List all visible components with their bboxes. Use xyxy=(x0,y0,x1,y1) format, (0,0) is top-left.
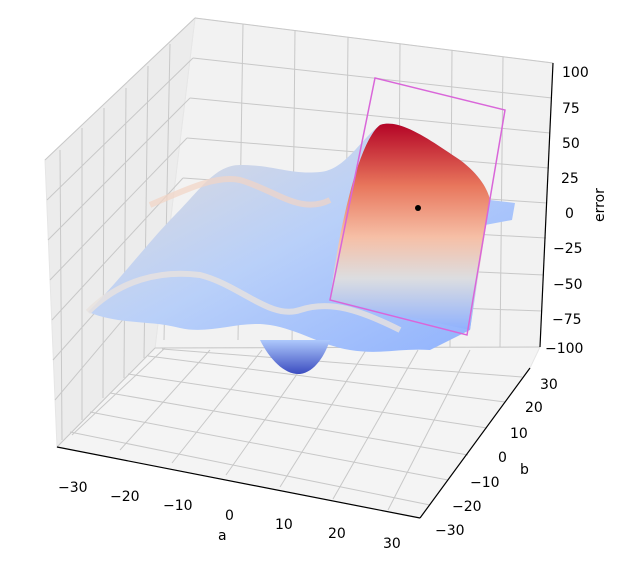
svg-text:0: 0 xyxy=(225,508,234,524)
y-axis-ticks: −30 −20 −10 0 10 20 30 xyxy=(435,377,558,539)
svg-text:20: 20 xyxy=(525,400,543,416)
svg-text:30: 30 xyxy=(540,377,558,393)
svg-text:−25: −25 xyxy=(553,241,583,257)
x-axis-label: a xyxy=(218,528,227,544)
error-surface xyxy=(85,123,515,375)
plane-outline xyxy=(329,77,506,336)
svg-text:20: 20 xyxy=(328,526,346,542)
svg-text:−10: −10 xyxy=(470,475,500,491)
svg-text:−30: −30 xyxy=(435,523,465,539)
svg-text:10: 10 xyxy=(510,426,528,442)
x-axis-ticks: −30 −20 −10 0 10 20 30 xyxy=(58,480,401,552)
highlighted-point xyxy=(415,205,421,211)
svg-text:−20: −20 xyxy=(110,489,140,505)
svg-text:−50: −50 xyxy=(553,277,583,293)
svg-text:75: 75 xyxy=(562,101,580,117)
axes xyxy=(56,62,554,519)
y-axis-label: b xyxy=(520,462,529,478)
svg-text:−10: −10 xyxy=(163,498,193,514)
svg-text:−75: −75 xyxy=(552,312,582,328)
svg-text:50: 50 xyxy=(562,136,580,152)
svg-text:−20: −20 xyxy=(452,499,482,515)
svg-text:0: 0 xyxy=(498,450,507,466)
svg-text:−100: −100 xyxy=(545,341,583,357)
svg-text:10: 10 xyxy=(275,517,293,533)
svg-text:25: 25 xyxy=(561,171,579,187)
z-axis-ticks: 100 75 50 25 0 −25 −50 −75 −100 xyxy=(545,65,589,357)
z-axis-label: error xyxy=(592,188,608,222)
svg-text:30: 30 xyxy=(383,536,401,552)
svg-text:100: 100 xyxy=(562,65,589,81)
svg-text:0: 0 xyxy=(565,206,574,222)
svg-text:−30: −30 xyxy=(58,480,88,496)
